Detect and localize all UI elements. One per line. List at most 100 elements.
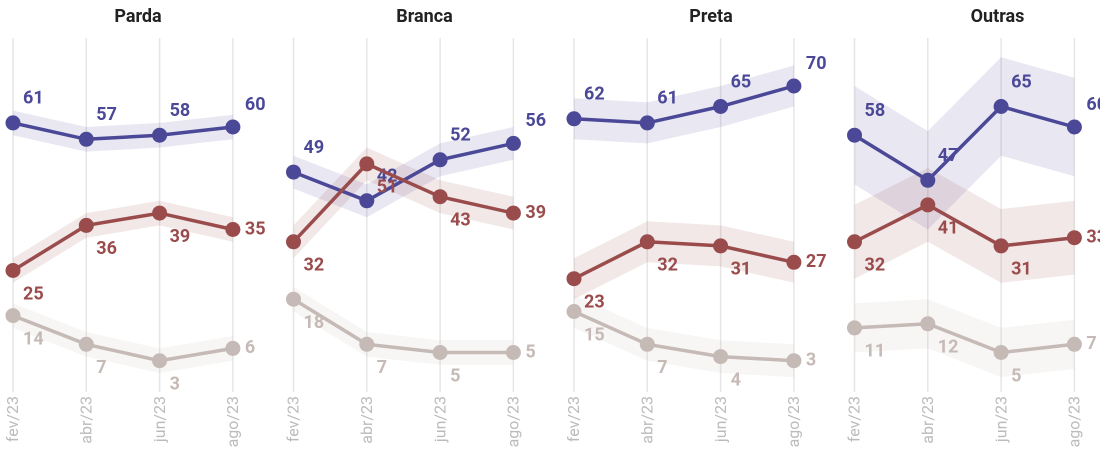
data-point <box>78 131 94 147</box>
data-point <box>1066 230 1082 246</box>
series-line <box>853 104 1075 183</box>
data-point <box>786 353 802 369</box>
x-tick-label: ago/23 <box>504 396 523 447</box>
confidence-band <box>574 65 794 144</box>
confidence-band <box>574 295 794 378</box>
value-label: 7 <box>657 357 667 378</box>
data-point <box>993 99 1009 114</box>
value-label: 70 <box>806 53 827 74</box>
x-tick-label: abr/23 <box>918 396 937 444</box>
value-label: 7 <box>1086 333 1096 354</box>
data-point <box>286 291 301 307</box>
value-label: 11 <box>865 341 886 362</box>
confidence-band <box>13 200 233 283</box>
data-point <box>786 78 802 94</box>
data-point <box>566 111 582 127</box>
value-label: 3 <box>806 349 816 370</box>
value-label: 65 <box>731 71 752 92</box>
data-point <box>713 238 729 254</box>
data-point <box>847 234 862 250</box>
x-tick-label: fev/23 <box>284 396 303 442</box>
panel-title: Branca <box>396 6 453 27</box>
data-point <box>993 238 1009 254</box>
x-tick-label: jun/23 <box>430 396 449 443</box>
value-label: 62 <box>584 84 605 105</box>
data-point <box>152 205 168 221</box>
series-line <box>292 297 514 355</box>
data-point <box>920 316 936 332</box>
data-point <box>713 349 729 365</box>
value-label: 7 <box>96 357 106 378</box>
series-line <box>854 322 1075 355</box>
data-point <box>847 127 862 143</box>
value-label: 36 <box>96 238 117 259</box>
series-line <box>573 84 795 125</box>
data-point <box>566 271 582 287</box>
data-point <box>1066 119 1082 135</box>
confidence-band <box>574 221 794 300</box>
data-point <box>78 336 94 352</box>
data-point <box>786 254 802 270</box>
data-point <box>639 115 655 131</box>
series-line <box>12 211 234 272</box>
confidence-band <box>13 110 233 152</box>
x-tick-label: ago/23 <box>223 396 242 447</box>
value-label: 39 <box>525 202 546 223</box>
data-point <box>639 234 655 250</box>
value-label: 5 <box>1011 365 1021 386</box>
x-tick-label: jun/23 <box>711 396 730 443</box>
value-label: 4 <box>731 369 741 390</box>
value-label: 33 <box>1086 226 1100 247</box>
value-label: 14 <box>23 328 44 349</box>
value-label: 61 <box>23 88 44 109</box>
data-point <box>5 308 21 324</box>
x-tick-label: fev/23 <box>845 396 864 442</box>
x-tick-label: fev/23 <box>3 396 22 442</box>
value-label: 15 <box>584 324 605 345</box>
series-line <box>573 309 794 363</box>
value-label: 32 <box>304 255 325 276</box>
data-point <box>847 320 862 336</box>
x-tick-label: jun/23 <box>991 396 1010 443</box>
data-point <box>432 345 448 360</box>
x-tick-label: abr/23 <box>77 396 96 444</box>
series-line <box>12 121 234 142</box>
data-point <box>78 217 94 233</box>
data-point <box>566 304 582 319</box>
data-point <box>5 115 21 131</box>
data-point <box>359 336 375 352</box>
value-label: 57 <box>96 104 117 125</box>
data-point <box>225 222 241 237</box>
value-label: 41 <box>938 218 959 239</box>
value-label: 12 <box>938 337 959 358</box>
series-line <box>573 240 795 281</box>
value-label: 58 <box>170 100 191 121</box>
value-label: 49 <box>304 137 325 158</box>
x-tick-label: jun/23 <box>150 396 169 443</box>
data-point <box>359 193 375 209</box>
confidence-band <box>13 303 233 373</box>
data-point <box>505 135 521 151</box>
value-label: 32 <box>657 255 678 276</box>
value-label: 60 <box>245 94 266 115</box>
value-label: 51 <box>377 177 398 198</box>
x-tick-label: fev/23 <box>564 396 583 442</box>
value-label: 56 <box>525 110 546 131</box>
value-label: 58 <box>865 100 886 121</box>
value-label: 31 <box>1011 259 1032 280</box>
data-point <box>505 205 521 221</box>
data-point <box>993 345 1009 360</box>
x-tick-label: ago/23 <box>784 396 803 447</box>
value-label: 61 <box>657 88 678 109</box>
value-label: 18 <box>304 312 325 333</box>
x-tick-label: abr/23 <box>638 396 657 444</box>
value-label: 3 <box>170 373 180 394</box>
series-line <box>853 202 1075 248</box>
data-point <box>432 189 448 205</box>
data-point <box>286 234 301 250</box>
value-label: 23 <box>584 291 605 312</box>
data-point <box>713 99 729 114</box>
value-label: 25 <box>23 283 44 304</box>
data-point <box>505 345 521 360</box>
data-point <box>1066 336 1082 352</box>
